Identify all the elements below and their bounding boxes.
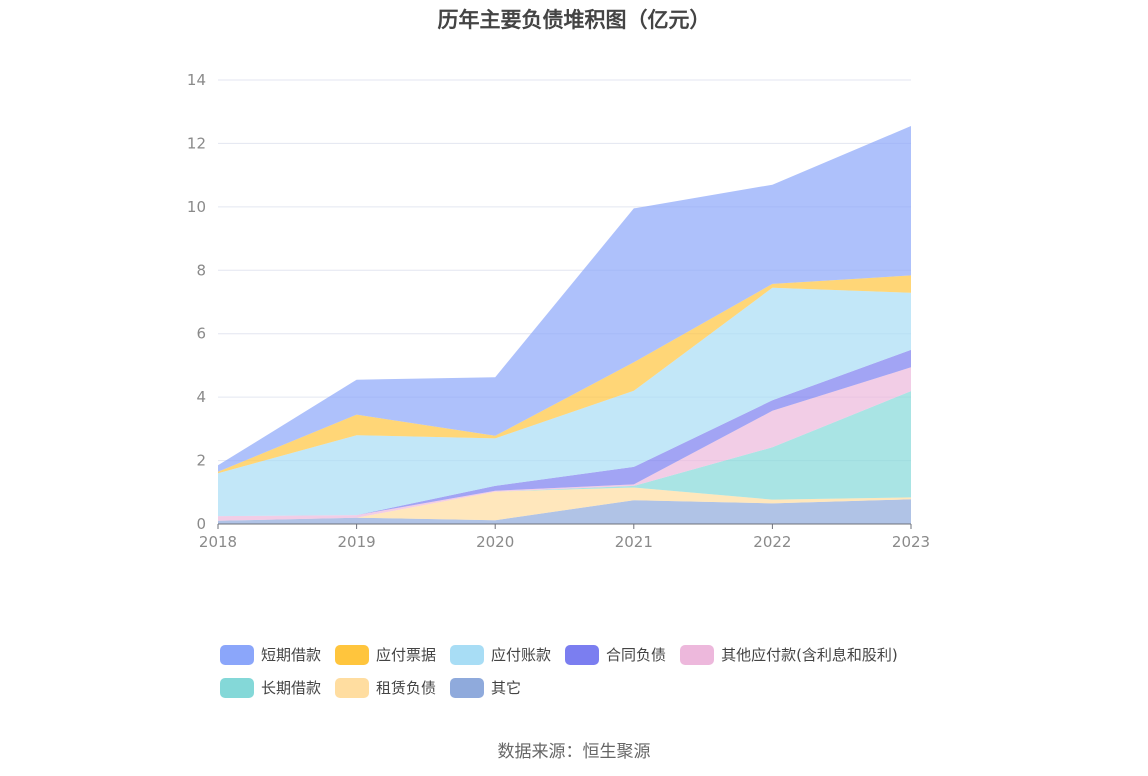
- y-tick-label: 14: [187, 71, 206, 89]
- legend-item[interactable]: 应付票据: [335, 644, 436, 665]
- y-tick-label: 2: [196, 452, 206, 470]
- legend-swatch: [450, 644, 485, 665]
- area-series-其它: [218, 499, 911, 524]
- legend-item[interactable]: 其它: [450, 677, 521, 698]
- legend-item[interactable]: 租赁负债: [335, 677, 436, 698]
- legend-swatch: [220, 677, 254, 698]
- legend-swatch: [335, 677, 370, 698]
- axes: 0 2 4 6 8 10 12 14 2018 2019 2020 2021 2022 2023: [187, 71, 930, 551]
- y-tick-label: 8: [196, 261, 206, 279]
- stacked-area-chart: 0 2 4 6 8 10 12 14 2018 2019 2020 2021 2022 2023: [187, 71, 930, 551]
- y-tick-label: 0: [196, 515, 206, 533]
- x-tick-label: 2021: [615, 533, 653, 551]
- legend-item[interactable]: 短期借款: [220, 644, 321, 665]
- legend-swatch: [450, 677, 485, 698]
- y-tick-label: 4: [196, 388, 206, 406]
- legend-item[interactable]: 合同负债: [565, 644, 666, 665]
- chart-title: 历年主要负债堆积图（亿元）: [437, 8, 711, 32]
- legend-label: 短期借款: [261, 646, 322, 664]
- legend-label: 应付账款: [491, 646, 552, 664]
- legend-label: 租赁负债: [376, 679, 437, 697]
- legend: 短期借款 应付票据 应付账款 合同负债 其他应付款(含利息和股利) 长期借款 租赁负债 其它: [220, 638, 980, 704]
- y-tick-label: 10: [187, 198, 206, 216]
- legend-row: 长期借款 租赁负债 其它: [220, 671, 980, 704]
- x-tick-label: 2022: [753, 533, 791, 551]
- area-series: [218, 126, 911, 524]
- legend-swatch: [220, 644, 254, 665]
- area-series-长期借款: [218, 391, 911, 521]
- x-tick-label: 2018: [199, 533, 237, 551]
- x-tick-label: 2019: [338, 533, 376, 551]
- area-series-租赁负债: [218, 487, 911, 521]
- legend-label: 应付票据: [376, 646, 437, 664]
- legend-label: 合同负债: [606, 646, 667, 664]
- legend-item[interactable]: 长期借款: [220, 677, 321, 698]
- legend-item[interactable]: 其他应付款(含利息和股利): [680, 644, 898, 665]
- area-series-应付账款: [218, 287, 911, 517]
- area-series-短期借款: [218, 126, 911, 472]
- legend-swatch: [680, 644, 715, 665]
- area-series-其他应付款(含利息和股利): [218, 367, 911, 521]
- legend-label: 长期借款: [261, 679, 322, 697]
- legend-swatch: [335, 644, 370, 665]
- data-source: 数据来源：恒生聚源: [497, 742, 651, 762]
- x-tick-label: 2023: [892, 533, 930, 551]
- y-tick-label: 6: [196, 325, 206, 343]
- y-tick-label: 12: [187, 134, 206, 152]
- legend-label: 其他应付款(含利息和股利): [721, 646, 898, 664]
- legend-row: 短期借款 应付票据 应付账款 合同负债 其他应付款(含利息和股利): [220, 638, 980, 671]
- legend-label: 其它: [491, 679, 522, 697]
- x-tick-label: 2020: [476, 533, 514, 551]
- area-series-合同负债: [218, 349, 911, 517]
- legend-swatch: [565, 644, 600, 665]
- area-series-应付票据: [218, 275, 911, 474]
- legend-item[interactable]: 应付账款: [450, 644, 551, 665]
